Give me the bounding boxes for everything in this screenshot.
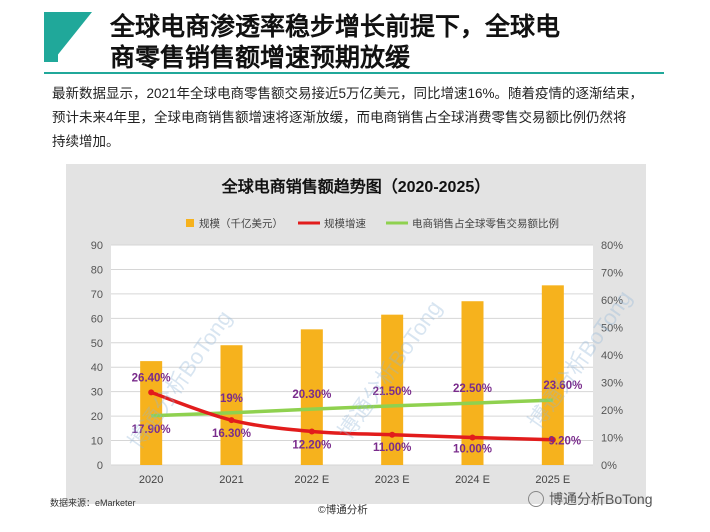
legend-swatch-0 [186,219,194,227]
share-data-label-3: 21.50% [373,386,412,398]
series-line-growth [150,390,553,442]
intro-paragraph: 最新数据显示，2021年全球电商零售额交易接近5万亿美元，同比增速16%。随着疫… [52,82,672,154]
header-accent-triangle [52,12,92,62]
y-left-tick-label: 60 [91,313,103,325]
data-source: 数据来源：eMarketer [50,498,136,508]
y-left-tick-label: 10 [91,436,103,448]
y-right-tick-label: 60% [601,295,623,307]
share-data-label-5: 23.60% [543,380,582,392]
y-right-tick-label: 50% [601,323,623,335]
wechat-brand: 博通分析BoTong [528,489,652,509]
bar-5 [541,285,564,465]
y-right-tick-label: 30% [601,378,623,390]
bar-3 [381,314,404,465]
growth-point-5 [549,436,556,443]
wechat-brand-label: 博通分析BoTong [549,491,653,507]
growth-data-label-1: 16.30% [212,428,251,440]
growth-data-label-2: 12.20% [292,439,331,451]
growth-point-2 [308,428,315,435]
y-right-tick-label: 20% [601,405,623,417]
x-tick-label: 2022 E [294,474,329,486]
growth-point-3 [389,431,396,438]
legend-label-2: 电商销售占全球零售交易额比例 [412,217,559,230]
series-line-share [151,398,553,418]
x-tick-label: 2021 [219,474,243,486]
growth-data-label-4: 10.00% [453,444,492,456]
y-right-tick-label: 80% [601,240,623,252]
y-left-tick-label: 80 [91,264,103,276]
y-left-tick-label: 40 [91,362,103,374]
y-right-tick-label: 0% [601,460,617,472]
growth-point-1 [228,417,235,424]
chart-title: 全球电商销售额趋势图（2020-2025） [221,177,491,196]
header: 全球电商渗透率稳步增长前提下，全球电 商零售销售额增速预期放缓 [0,0,710,78]
page-title: 全球电商渗透率稳步增长前提下，全球电 商零售销售额增速预期放缓 [110,12,560,74]
growth-data-label-0: 26.40% [132,372,171,384]
y-right-tick-label: 70% [601,268,623,280]
x-tick-label: 2024 E [455,474,490,486]
x-tick-label: 2025 E [535,474,570,486]
copyright-text: ©博通分析 [318,504,368,516]
header-divider [44,72,664,74]
y-left-tick-label: 50 [91,338,103,350]
chart-panel: 全球电商销售额趋势图（2020-2025） 规模（千亿美元） 规模增速 电商销售占全球… [66,164,646,504]
intro-line2: 预计未来4年里，全球电商销售额增速将逐渐放缓，而电商销售占全球消费零售交易额比例… [52,110,627,125]
legend-label-1: 规模增速 [324,217,366,230]
page-title-line1: 全球电商渗透率稳步增长前提下，全球电 [110,13,561,41]
share-data-label-2: 20.30% [292,389,331,401]
bar-0 [140,361,163,465]
share-data-label-0: 17.90% [132,424,171,436]
chart: 全球电商销售额趋势图（2020-2025） 规模（千亿美元） 规模增速 电商销售占全球… [91,177,637,486]
y-left-tick-label: 30 [91,387,103,399]
intro-line3: 持续增加。 [52,134,120,149]
y-left-tick-label: 20 [91,411,103,423]
y-right-tick-label: 10% [601,433,623,445]
legend-label-0: 规模（千亿美元） [199,217,283,230]
x-tick-label: 2020 [139,474,163,486]
growth-point-4 [469,434,476,441]
page-title-line2: 商零售销售额增速预期放缓 [110,44,411,72]
y-right-tick-label: 40% [601,350,623,362]
intro-line1: 最新数据显示，2021年全球电商零售额交易接近5万亿美元，同比增速16%。随着疫… [52,86,644,101]
share-data-label-4: 22.50% [453,383,492,395]
y-left-tick-label: 70 [91,289,103,301]
bar-4 [461,301,484,465]
growth-data-label-3: 11.00% [373,442,411,454]
wechat-icon [528,491,544,507]
y-left-tick-label: 90 [91,240,103,252]
growth-data-label-5: 9.20% [549,436,582,448]
y-left-tick-label: 0 [97,460,103,472]
growth-point-0 [148,389,155,396]
bar-1 [220,345,243,465]
plot-area [111,245,593,465]
share-data-label-1: 19% [220,393,243,405]
x-tick-label: 2023 E [375,474,410,486]
